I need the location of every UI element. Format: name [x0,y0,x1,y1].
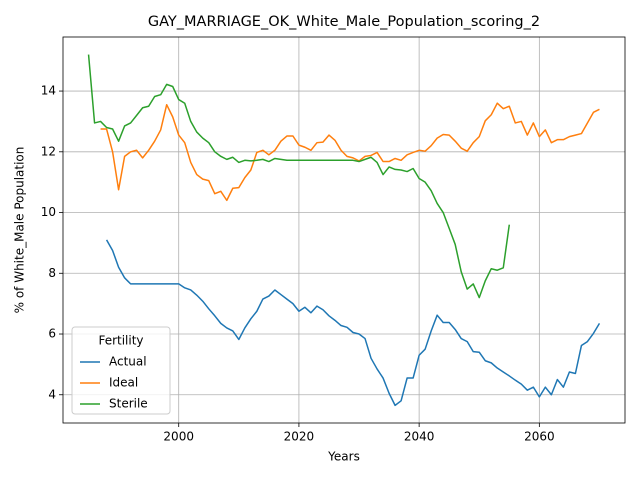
y-tick-label: 6 [48,327,56,341]
x-axis-label: Years [327,450,360,464]
legend-label: Sterile [109,397,148,411]
legend: Fertility Actual Ideal Sterile [71,326,171,415]
axes-frame [62,36,626,424]
line-series [100,102,600,202]
legend-label: Actual [109,355,147,369]
x-tick-label: 2020 [284,430,315,444]
y-axis-label: % of White_Male Population [13,147,27,314]
line-series [105,239,601,407]
y-tick-label: 8 [48,266,56,280]
line-series [87,54,511,299]
x-tick-label: 2040 [404,430,435,444]
legend-title: Fertility [98,334,143,348]
legend-label: Ideal [109,376,138,390]
y-tick-label: 4 [48,387,56,401]
legend-box [71,326,171,415]
x-tick-label: 2000 [163,430,194,444]
y-tick-label: 14 [41,84,56,98]
y-tick-label: 10 [41,205,56,219]
y-tick-label: 12 [41,144,56,158]
chart-title: GAY_MARRIAGE_OK_White_Male_Population_sc… [148,14,540,30]
x-tick-label: 2060 [524,430,555,444]
